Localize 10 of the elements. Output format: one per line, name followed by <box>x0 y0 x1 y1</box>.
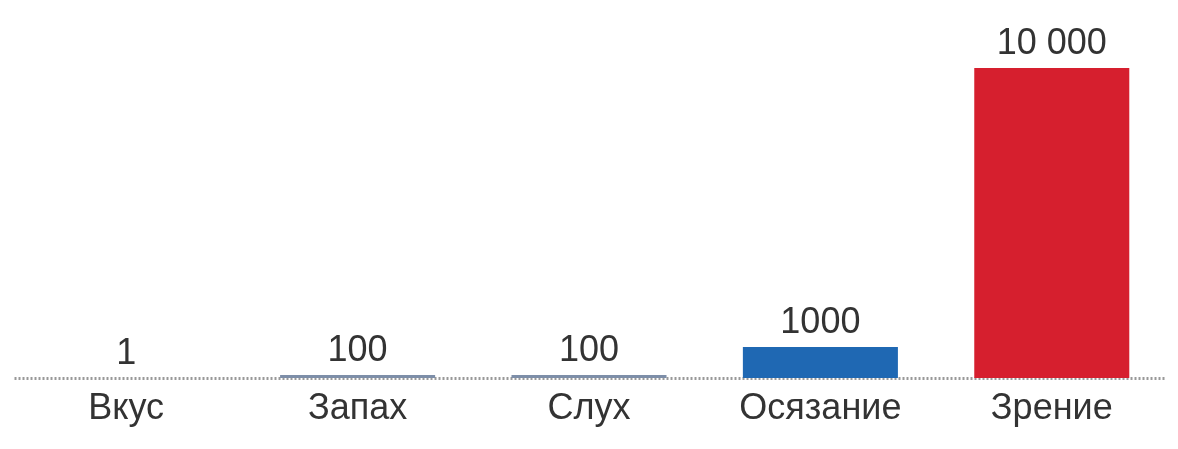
data-label: 100 <box>327 327 388 369</box>
x-tick-label: Зрение <box>990 385 1113 427</box>
data-label: 1000 <box>780 300 861 341</box>
x-tick-label: Осязание <box>739 385 902 427</box>
data-label: 10 000 <box>996 21 1107 62</box>
x-tick-label: Вкус <box>88 385 165 427</box>
x-tick-label: Слух <box>547 385 631 427</box>
data-label: 100 <box>558 327 620 369</box>
x-tick-label: Запах <box>307 385 408 427</box>
data-label: 1 <box>116 330 137 372</box>
